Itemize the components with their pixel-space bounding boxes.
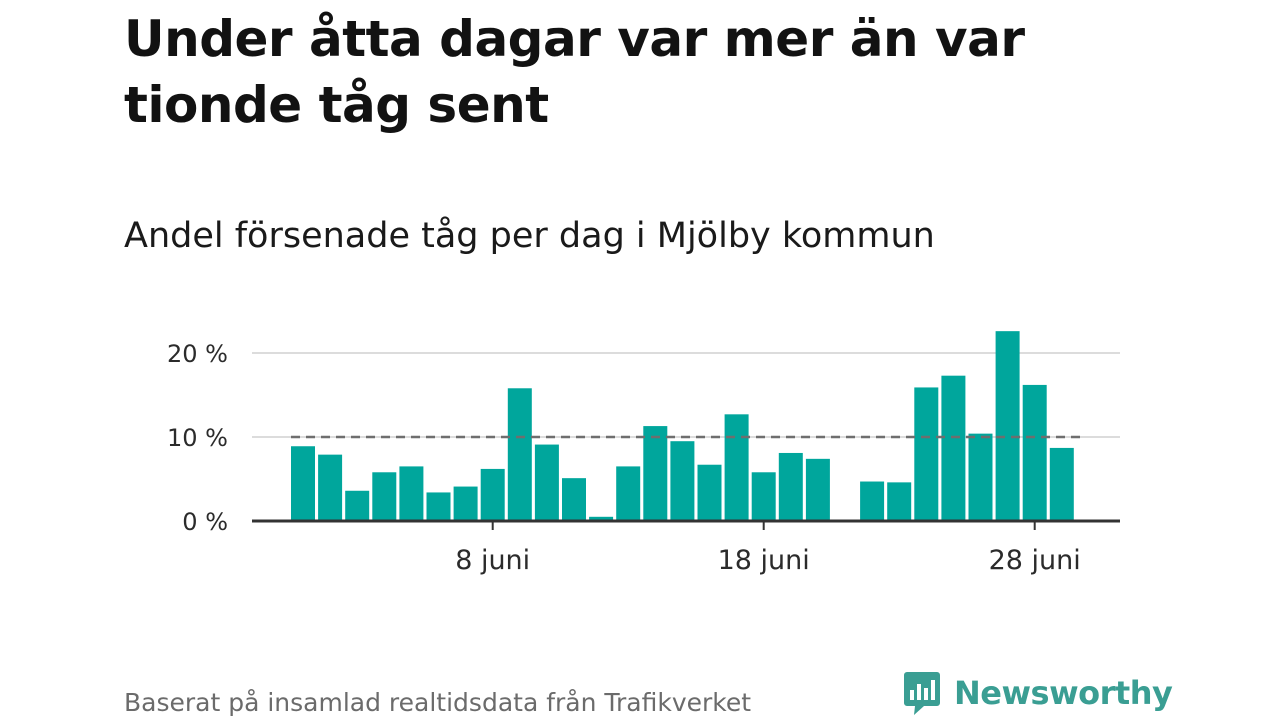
bar-day-3 (345, 490, 370, 521)
bar-day-1 (291, 446, 315, 521)
bar-day-17 (724, 414, 749, 521)
bar-day-16 (697, 464, 722, 521)
bar-day-24 (914, 387, 939, 521)
bar-day-6 (426, 492, 451, 521)
bar-day-14 (643, 426, 668, 521)
bars (291, 331, 1074, 521)
bar-day-20 (805, 458, 830, 521)
bar-day-27 (995, 331, 1020, 521)
y-tick-label: 0 % (182, 508, 228, 536)
bar-chart: 0 % 10 % 20 % 8 juni 18 juni 28 juni (167, 331, 1120, 576)
bar-chart-speech-bubble-icon (904, 672, 940, 715)
chart-subtitle: Andel försenade tåg per dag i Mjölby kom… (124, 216, 935, 256)
bar-day-8 (480, 468, 505, 521)
bar-day-29 (1049, 447, 1074, 521)
bar-day-15 (670, 441, 695, 521)
x-tick-label: 8 juni (455, 545, 530, 576)
bar-day-25 (941, 375, 966, 521)
axes: 0 % 10 % 20 % 8 juni 18 juni 28 juni (167, 340, 1120, 576)
source-note: Baserat på insamlad realtidsdata från Tr… (124, 688, 752, 717)
bar-day-5 (399, 466, 424, 521)
y-tick-label: 10 % (167, 424, 228, 452)
bar-day-2 (318, 454, 343, 521)
bar-day-11 (562, 478, 586, 521)
chart-title: Under åtta dagar var mer än var tionde t… (124, 10, 1025, 134)
bar-day-7 (453, 486, 478, 521)
bar-day-19 (778, 452, 803, 521)
grid-lines (252, 352, 1120, 438)
x-tick-label: 18 juni (718, 545, 810, 576)
bar-day-4 (372, 472, 397, 521)
x-tick-label: 28 juni (989, 545, 1081, 576)
bar-day-12 (589, 516, 614, 521)
bar-day-22 (860, 481, 885, 521)
y-tick-label: 20 % (167, 340, 228, 368)
brand-logo: Newsworthy (902, 670, 1173, 716)
bar-day-18 (751, 472, 776, 521)
bar-day-10 (534, 444, 559, 521)
bar-day-13 (616, 466, 641, 521)
bar-day-28 (1022, 384, 1047, 521)
bar-day-23 (887, 482, 912, 521)
bar-day-9 (507, 388, 532, 521)
brand-name: Newsworthy (954, 674, 1173, 712)
bar-day-26 (968, 433, 993, 521)
